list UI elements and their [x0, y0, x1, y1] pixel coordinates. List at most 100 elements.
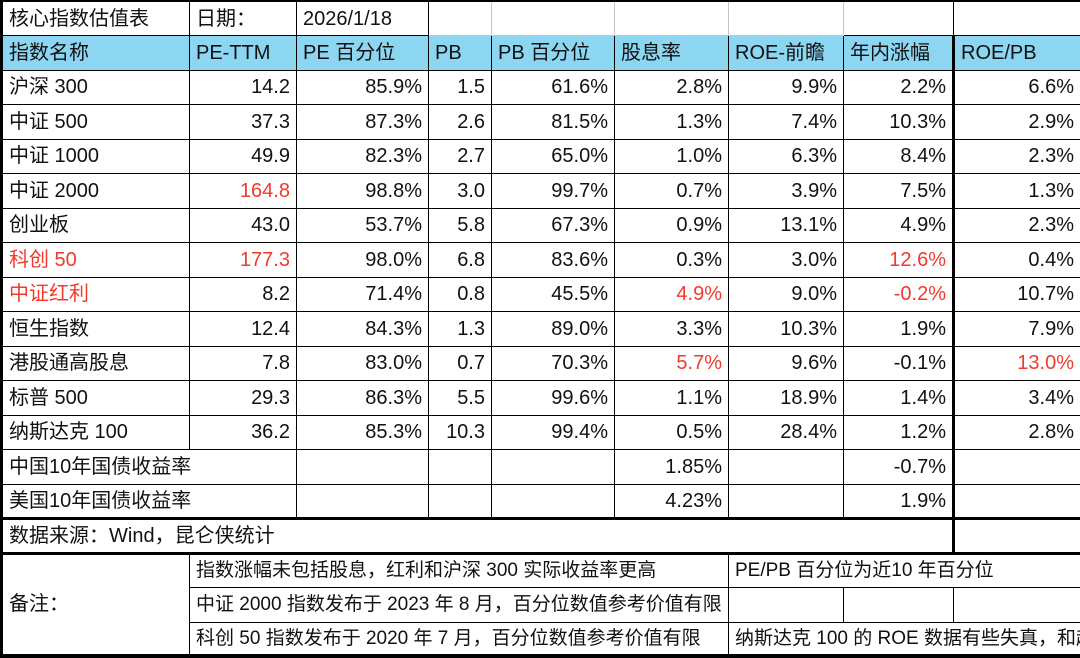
index-name-cell: 恒生指数 — [1, 311, 190, 347]
bond-name-cell: 中国10年国债收益率 — [1, 449, 297, 485]
index-name-cell: 纳斯达克 100 — [1, 414, 190, 450]
col-header-pb: PB — [428, 35, 492, 71]
value-cell-pb: 1.3 — [428, 311, 492, 347]
value-cell-pe_pct: 87.3% — [296, 104, 429, 140]
value-cell-pe_ttm: 49.9 — [189, 138, 297, 174]
empty-cell — [428, 0, 492, 36]
value-cell-dividend_yield: 4.9% — [614, 276, 729, 312]
col-header-pe-ttm: PE-TTM — [189, 35, 297, 71]
value-cell-roe_forward: 3.9% — [728, 173, 844, 209]
notes-row-1: 备注： 指数涨幅未包括股息，红利和沪深 300 实际收益率更高 PE/PB 百分… — [1, 552, 1080, 657]
empty-cell — [953, 587, 1080, 623]
value-cell-pb: 10.3 — [428, 414, 492, 450]
value-cell-pb: 0.7 — [428, 345, 492, 381]
value-cell-roe_forward: 9.0% — [728, 276, 844, 312]
bond-yield-cell: 1.85% — [614, 449, 729, 485]
value-cell-ytd_change: -0.2% — [843, 276, 954, 312]
value-cell-pe_pct: 82.3% — [296, 138, 429, 174]
index-row: 科创 50 177.3 98.0% 6.8 83.6% 0.3% 3.0% 12.6% 0.4% — [1, 242, 1080, 278]
value-cell-pb_pct: 65.0% — [491, 138, 615, 174]
index-row: 中证 500 37.3 87.3% 2.6 81.5% 1.3% 7.4% 10.3% 2.9% — [1, 104, 1080, 140]
col-header-roe-pb: ROE/PB — [952, 35, 1080, 71]
index-name-cell: 中证 500 — [1, 104, 190, 140]
value-cell-roe_forward: 9.9% — [728, 69, 844, 105]
value-cell-pe_ttm: 29.3 — [189, 380, 297, 416]
empty-cell — [843, 587, 954, 623]
empty-cell — [491, 483, 615, 519]
value-cell-pb_pct: 99.6% — [491, 380, 615, 416]
value-cell-dividend_yield: 1.3% — [614, 104, 729, 140]
value-cell-ytd_change: 1.9% — [843, 311, 954, 347]
value-cell-roe_forward: 10.3% — [728, 311, 844, 347]
value-cell-roe_pb: 7.9% — [952, 311, 1080, 347]
value-cell-pb_pct: 99.4% — [491, 414, 615, 450]
note-cell: 科创 50 指数发布于 2020 年 7 月，百分位数值参考价值有限 — [189, 621, 729, 657]
bond-row-cn: 中国10年国债收益率 1.85% -0.7% — [1, 449, 1080, 485]
value-cell-roe_forward: 3.0% — [728, 242, 844, 278]
value-cell-pb: 1.5 — [428, 69, 492, 105]
value-cell-pb_pct: 89.0% — [491, 311, 615, 347]
col-header-pe-pct: PE 百分位 — [296, 35, 429, 71]
empty-cell — [728, 587, 844, 623]
date-label: 日期： — [189, 0, 297, 36]
index-row: 中证 2000 164.8 98.8% 3.0 99.7% 0.7% 3.9% 7.5% 1.3… — [1, 173, 1080, 209]
col-header-roe-forward: ROE-前瞻 — [728, 35, 844, 71]
value-cell-pe_ttm: 43.0 — [189, 207, 297, 243]
value-cell-pb: 2.7 — [428, 138, 492, 174]
note-cell: 指数涨幅未包括股息，红利和沪深 300 实际收益率更高 — [189, 552, 729, 588]
value-cell-pe_ttm: 7.8 — [189, 345, 297, 381]
value-cell-pe_pct: 86.3% — [296, 380, 429, 416]
value-cell-dividend_yield: 1.0% — [614, 138, 729, 174]
empty-cell — [952, 483, 1080, 519]
value-cell-roe_pb: 2.3% — [952, 207, 1080, 243]
value-cell-pe_ttm: 14.2 — [189, 69, 297, 105]
value-cell-dividend_yield: 0.9% — [614, 207, 729, 243]
value-cell-ytd_change: 8.4% — [843, 138, 954, 174]
value-cell-pe_ttm: 36.2 — [189, 414, 297, 450]
index-name-cell: 港股通高股息 — [1, 345, 190, 381]
value-cell-pb_pct: 67.3% — [491, 207, 615, 243]
value-cell-ytd_change: 1.2% — [843, 414, 954, 450]
value-cell-pe_pct: 98.8% — [296, 173, 429, 209]
empty-cell — [728, 0, 844, 36]
col-header-ytd-change: 年内涨幅 — [843, 35, 954, 71]
notes-label: 备注： — [1, 552, 190, 657]
value-cell-pe_pct: 85.3% — [296, 414, 429, 450]
empty-cell — [843, 0, 954, 36]
empty-cell — [728, 449, 844, 485]
empty-cell — [428, 483, 492, 519]
value-cell-roe_forward: 13.1% — [728, 207, 844, 243]
value-cell-roe_forward: 9.6% — [728, 345, 844, 381]
value-cell-ytd_change: 2.2% — [843, 69, 954, 105]
value-cell-pe_pct: 71.4% — [296, 276, 429, 312]
value-cell-pb_pct: 45.5% — [491, 276, 615, 312]
value-cell-pb_pct: 99.7% — [491, 173, 615, 209]
empty-cell — [953, 0, 1080, 36]
index-row: 港股通高股息 7.8 83.0% 0.7 70.3% 5.7% 9.6% -0.1% 13.0% — [1, 345, 1080, 381]
value-cell-dividend_yield: 1.1% — [614, 380, 729, 416]
value-cell-ytd_change: 12.6% — [843, 242, 954, 278]
value-cell-pe_pct: 98.0% — [296, 242, 429, 278]
value-cell-dividend_yield: 3.3% — [614, 311, 729, 347]
index-name-cell: 科创 50 — [1, 242, 190, 278]
value-cell-roe_forward: 28.4% — [728, 414, 844, 450]
value-cell-ytd_change: 4.9% — [843, 207, 954, 243]
value-cell-dividend_yield: 2.8% — [614, 69, 729, 105]
title-row: 核心指数估值表 日期： 2026/1/18 — [1, 0, 1080, 36]
value-cell-ytd_change: 1.4% — [843, 380, 954, 416]
value-cell-pb: 5.5 — [428, 380, 492, 416]
empty-cell — [491, 0, 615, 36]
column-header-row: 指数名称 PE-TTM PE 百分位 PB PB 百分位 股息率 ROE-前瞻 … — [1, 35, 1080, 71]
value-cell-pb: 2.6 — [428, 104, 492, 140]
bond-row-us: 美国10年国债收益率 4.23% 1.9% — [1, 483, 1080, 519]
index-row: 纳斯达克 100 36.2 85.3% 10.3 99.4% 0.5% 28.4% 1.2% 2… — [1, 414, 1080, 450]
index-name-cell: 中证红利 — [1, 276, 190, 312]
value-cell-roe_pb: 1.3% — [952, 173, 1080, 209]
date-value: 2026/1/18 — [296, 0, 429, 36]
bond-name-cell: 美国10年国债收益率 — [1, 483, 297, 519]
value-cell-dividend_yield: 0.7% — [614, 173, 729, 209]
notes-row-3: 科创 50 指数发布于 2020 年 7 月，百分位数值参考价值有限 纳斯达克 … — [2, 621, 1080, 657]
index-row: 中证红利 8.2 71.4% 0.8 45.5% 4.9% 9.0% -0.2% 10.7% — [1, 276, 1080, 312]
index-row: 沪深 300 14.2 85.9% 1.5 61.6% 2.8% 9.9% 2.2% 6.6% — [1, 69, 1080, 105]
